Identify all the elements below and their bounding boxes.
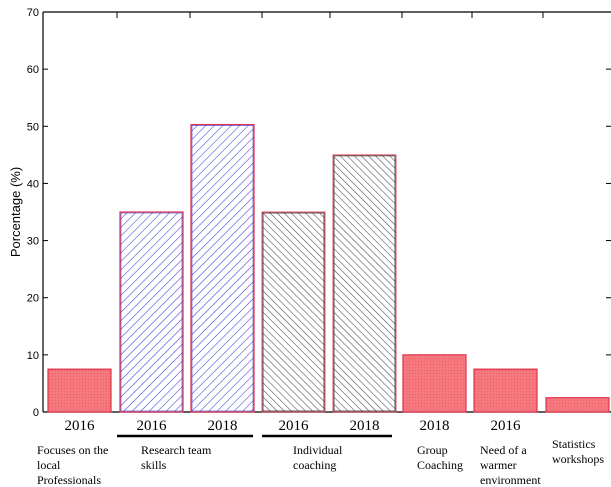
y-tick-label: 50 <box>27 121 39 133</box>
bar <box>261 211 326 413</box>
x-group-label: workshops <box>552 452 604 466</box>
x-group-label: Need of a <box>480 443 527 457</box>
x-group-label: Group <box>417 443 448 457</box>
y-axis-label: Porcentage (%) <box>8 167 23 257</box>
x-group-label: warmer <box>480 458 517 472</box>
bar-inner-outline <box>333 155 396 412</box>
bar <box>332 154 397 413</box>
x-group-label: coaching <box>293 458 336 472</box>
bar <box>119 211 184 413</box>
x-group-label: Research team <box>141 443 212 457</box>
x-group-label: skills <box>141 458 167 472</box>
y-tick-label: 30 <box>27 236 39 248</box>
x-year-label: 2018 <box>420 418 450 434</box>
x-year-label: 2016 <box>279 418 310 434</box>
y-tick-label: 0 <box>33 407 39 419</box>
labels: 2016 2016 2018 2016 2018 2018 2016 Focuses on t… <box>37 418 604 487</box>
bar-inner-outline <box>262 212 325 412</box>
bars <box>47 123 610 413</box>
y-tick-label: 40 <box>27 178 39 190</box>
bar <box>47 368 112 413</box>
y-tick-label: 20 <box>27 293 39 305</box>
y-tick-label: 60 <box>27 64 39 76</box>
y-tick-label: 10 <box>27 350 39 362</box>
y-tick-label: 70 <box>27 7 39 19</box>
x-group-label: Professionals <box>37 473 101 487</box>
x-group-label: Focuses on the <box>37 443 108 457</box>
x-year-label: 2016 <box>65 418 96 434</box>
x-year-label: 2018 <box>208 418 238 434</box>
x-group-label: Statistics <box>552 437 596 451</box>
bar <box>473 368 538 413</box>
bar-inner-outline <box>191 125 254 412</box>
x-year-label: 2018 <box>350 418 380 434</box>
x-year-label: 2016 <box>137 418 168 434</box>
bar <box>402 354 467 413</box>
x-group-label: Coaching <box>417 458 463 472</box>
x-group-label: local <box>37 458 61 472</box>
x-group-label: environment <box>480 473 541 487</box>
bar <box>545 397 610 413</box>
bar <box>190 123 255 413</box>
x-group-label: Individual <box>293 443 343 457</box>
bar-inner-outline <box>120 212 183 412</box>
x-year-label: 2016 <box>491 418 522 434</box>
